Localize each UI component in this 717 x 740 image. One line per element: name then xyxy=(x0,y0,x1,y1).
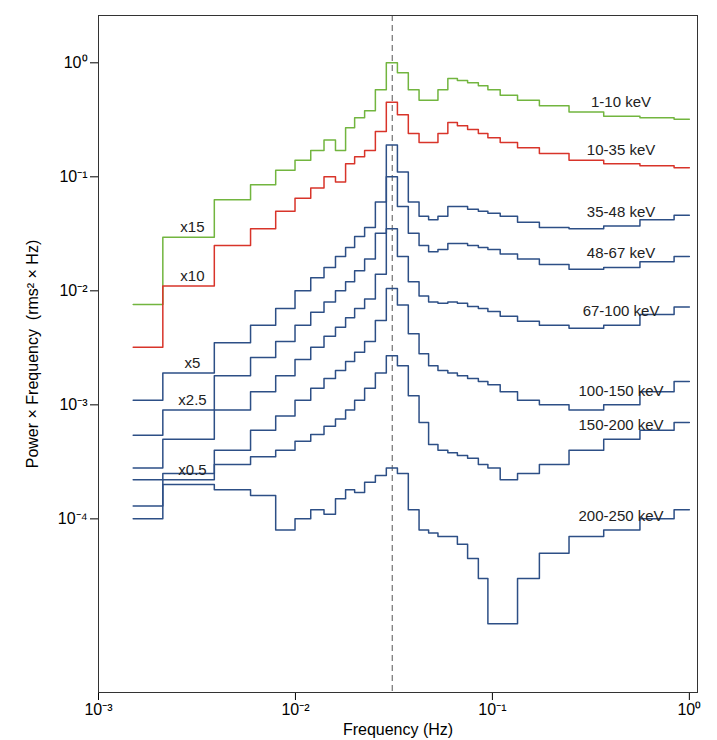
svg-text:10⁻³: 10⁻³ xyxy=(84,701,113,718)
svg-text:10⁻⁴: 10⁻⁴ xyxy=(58,510,88,527)
svg-text:x15: x15 xyxy=(180,218,204,235)
svg-text:10⁻¹: 10⁻¹ xyxy=(59,168,87,185)
svg-text:x2.5: x2.5 xyxy=(178,391,206,408)
svg-text:Power × Frequency (rms² × Hz): Power × Frequency (rms² × Hz) xyxy=(24,240,41,469)
svg-text:10⁻²: 10⁻² xyxy=(281,701,310,718)
svg-text:10⁻¹: 10⁻¹ xyxy=(478,701,506,718)
svg-text:35-48 keV: 35-48 keV xyxy=(587,203,655,220)
svg-text:x0.5: x0.5 xyxy=(178,461,206,478)
svg-text:x5: x5 xyxy=(185,354,201,371)
svg-text:10⁻³: 10⁻³ xyxy=(59,396,88,413)
svg-text:1-10 keV: 1-10 keV xyxy=(591,93,651,110)
svg-text:67-100 keV: 67-100 keV xyxy=(583,302,660,319)
svg-text:Frequency (Hz): Frequency (Hz) xyxy=(343,721,453,738)
svg-text:10-35 keV: 10-35 keV xyxy=(587,141,655,158)
svg-text:10⁰: 10⁰ xyxy=(64,54,88,71)
svg-text:200-250 keV: 200-250 keV xyxy=(579,507,664,524)
svg-text:48-67 keV: 48-67 keV xyxy=(587,244,655,261)
svg-text:x10: x10 xyxy=(180,267,204,284)
svg-text:100-150 keV: 100-150 keV xyxy=(579,382,664,399)
svg-text:150-200 keV: 150-200 keV xyxy=(579,416,664,433)
svg-text:10⁻²: 10⁻² xyxy=(59,282,88,299)
svg-text:10⁰: 10⁰ xyxy=(677,701,701,718)
